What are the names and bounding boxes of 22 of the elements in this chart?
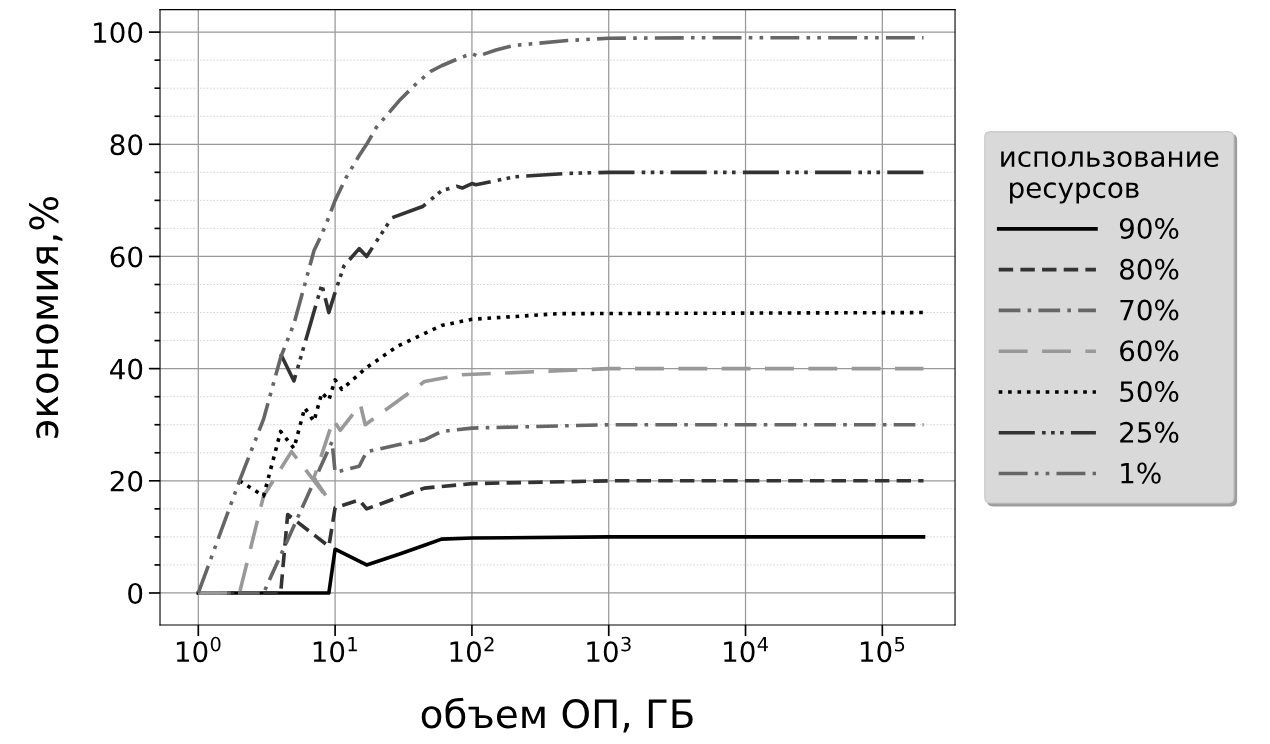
legend-label: 60% xyxy=(1120,340,1179,362)
x-axis-title: объем ОП, ГБ xyxy=(421,697,693,733)
x-tick-label: 10$^{4}$ xyxy=(724,637,768,663)
x-tick-label: 10$^{1}$ xyxy=(313,637,357,663)
x-tick-label: 10$^{3}$ xyxy=(587,636,631,663)
x-tick-label: 10$^{2}$ xyxy=(450,636,494,663)
y-tick-label: 0 xyxy=(128,582,143,604)
legend-label: 70% xyxy=(1120,299,1179,321)
y-tick-label: 100 xyxy=(94,22,143,44)
y-tick-label: 40 xyxy=(110,358,143,380)
legend-title: использование ресурсов xyxy=(1001,151,1219,204)
y-tick-label: 20 xyxy=(110,470,143,492)
x-tick-label: 10$^{5}$ xyxy=(860,637,905,663)
legend-label: 1% xyxy=(1121,462,1161,484)
y-axis-title: экономия,% xyxy=(29,196,63,438)
legend-label: 80% xyxy=(1120,258,1179,280)
legend-label: 90% xyxy=(1119,217,1179,239)
x-tick-label: 10$^{0}$ xyxy=(176,636,221,663)
legend-label: 25% xyxy=(1120,421,1179,443)
y-tick-label: 80 xyxy=(110,134,143,156)
legend-label: 50% xyxy=(1120,381,1179,403)
y-tick-label: 60 xyxy=(110,246,143,268)
